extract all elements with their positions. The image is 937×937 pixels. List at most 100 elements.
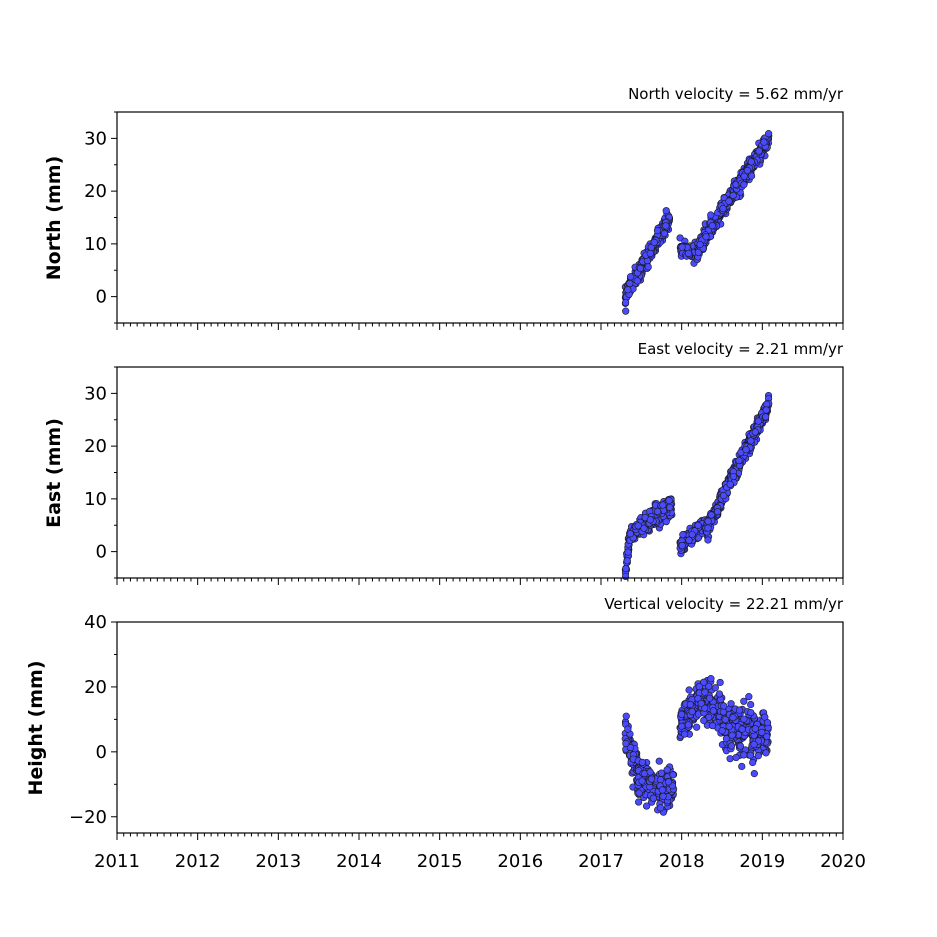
height-xtick-label: 2017	[578, 851, 624, 872]
north-data-point	[644, 263, 652, 271]
north-data-point	[622, 307, 630, 315]
height-data-point	[738, 725, 746, 733]
height-ytick-label: 20	[84, 677, 107, 698]
east-data-point	[747, 437, 755, 445]
height-data-point	[727, 742, 736, 750]
east-data-point	[634, 522, 642, 530]
height-data-point	[754, 752, 762, 760]
height-data-point	[732, 753, 740, 762]
east-data-point	[762, 406, 770, 414]
north-data-point	[660, 229, 669, 238]
height-data-point	[718, 727, 726, 735]
east-data-point	[742, 446, 750, 454]
north-data-point	[747, 158, 755, 166]
north-ytick-label: 30	[84, 128, 107, 149]
east-data-point	[662, 518, 670, 526]
height-data-point	[684, 721, 692, 729]
height-panel: Vertical velocity = 22.21 mm/yr Height (…	[25, 595, 866, 872]
height-data-point	[622, 739, 630, 748]
height-data-point	[626, 743, 635, 752]
height-xtick-label: 2011	[94, 851, 140, 872]
height-data-point	[657, 804, 665, 812]
east-data-point	[679, 531, 687, 539]
height-xtick-label: 2020	[820, 851, 866, 872]
height-data-point	[740, 697, 748, 705]
height-data-point	[669, 771, 677, 779]
north-ytick-label: 0	[96, 287, 107, 308]
east-data-point	[622, 564, 630, 573]
height-data-point	[745, 693, 753, 701]
height-ytick-label: 40	[84, 612, 107, 633]
east-data-point	[704, 536, 712, 544]
height-data-point	[677, 710, 686, 719]
height-data-point	[697, 699, 705, 707]
north-data-point	[624, 286, 632, 294]
height-data-point	[657, 769, 666, 777]
east-data-point	[704, 517, 712, 525]
north-data-point	[636, 264, 645, 272]
north-data-point	[747, 172, 756, 180]
height-data-point	[649, 794, 657, 802]
height-data-point	[708, 722, 717, 730]
height-data-point	[701, 688, 709, 696]
height-data-point	[720, 702, 728, 710]
height-data-point	[729, 714, 737, 722]
east-data-point	[694, 521, 702, 529]
height-panel-ticks: −20 0 20 40 2011 2012 2013 2014 2015 2016 2017 2018…	[69, 612, 866, 872]
north-data-point	[702, 233, 710, 241]
north-data-point	[755, 147, 763, 155]
north-panel-ticks: 0 10 20 30	[84, 111, 844, 330]
height-data-point	[738, 762, 746, 771]
east-data-point	[720, 492, 728, 500]
height-data-point	[711, 684, 719, 692]
height-data-point	[622, 712, 630, 720]
height-data-point	[725, 722, 733, 730]
north-data-point	[662, 222, 670, 230]
east-data-point	[707, 511, 715, 519]
north-panel-title: North velocity = 5.62 mm/yr	[628, 85, 844, 103]
height-data-point	[638, 758, 646, 766]
height-data-point	[747, 700, 755, 709]
east-panel-points	[621, 391, 773, 581]
north-panel-ylabel: North (mm)	[43, 156, 65, 281]
north-data-point	[765, 130, 773, 138]
height-data-point	[663, 766, 671, 774]
height-data-point	[681, 730, 689, 738]
north-data-point	[708, 222, 716, 230]
north-data-point	[743, 166, 752, 175]
height-data-point	[763, 719, 772, 727]
height-data-point	[722, 735, 731, 743]
height-data-point	[707, 675, 715, 683]
east-ytick-label: 20	[84, 436, 107, 457]
height-data-point	[624, 725, 632, 733]
east-data-point	[751, 428, 759, 436]
north-ytick-label: 10	[84, 234, 107, 255]
east-ytick-label: 0	[96, 542, 107, 563]
height-data-point	[693, 723, 701, 731]
height-data-point	[721, 716, 729, 724]
north-data-point	[729, 191, 737, 200]
height-data-point	[657, 776, 665, 784]
height-data-point	[749, 758, 757, 767]
height-data-point	[746, 751, 754, 759]
north-data-point	[626, 279, 634, 288]
height-data-point	[685, 686, 693, 694]
north-data-point	[646, 249, 654, 258]
east-data-point	[626, 530, 634, 538]
height-panel-frame	[116, 621, 844, 834]
east-data-point	[762, 413, 770, 421]
height-data-point	[700, 678, 708, 686]
east-data-point	[685, 536, 693, 544]
height-panel-points	[621, 675, 772, 816]
north-data-point	[662, 207, 670, 215]
east-data-point	[713, 508, 722, 516]
height-xtick-label: 2013	[255, 851, 301, 872]
north-data-point	[622, 299, 630, 307]
height-ytick-label: −20	[69, 807, 107, 828]
east-panel-ticks: 0 10 20 30	[84, 366, 844, 585]
height-data-point	[736, 742, 745, 750]
height-data-point	[646, 768, 654, 776]
height-data-point	[688, 708, 696, 716]
height-data-point	[726, 755, 734, 763]
